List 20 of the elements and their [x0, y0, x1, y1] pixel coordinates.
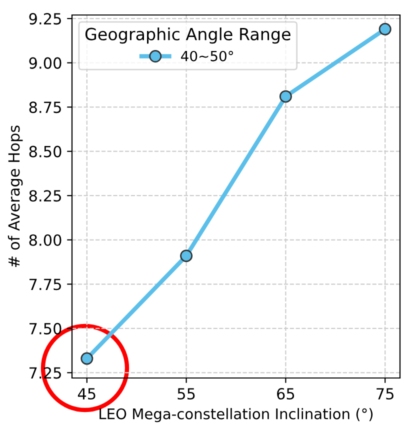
- y-axis-title: # of Average Hops: [8, 126, 23, 267]
- point: [378, 22, 392, 36]
- y-tick-label: 8.75: [29, 102, 61, 114]
- y-tick-label: 9.25: [29, 13, 61, 25]
- x-axis-title: LEO Mega-constellation Inclination (°): [100, 408, 373, 422]
- legend-title: Geographic Angle Range: [85, 28, 290, 44]
- legend-label: 40~50°: [181, 50, 233, 62]
- y-tick-label: 8.50: [29, 146, 62, 158]
- y-tick-label: 7.50: [30, 322, 62, 334]
- x-tick-label: 45: [78, 388, 96, 400]
- y-tick-label: 9.00: [29, 57, 62, 69]
- x-tick-label: 75: [376, 388, 394, 400]
- point: [80, 352, 94, 365]
- y-tick-label: 8.25: [29, 190, 61, 202]
- x-tick-label: 65: [277, 388, 294, 400]
- x-tick-label: 55: [178, 388, 195, 400]
- point: [279, 90, 292, 103]
- y-tick-label: 7.75: [30, 278, 61, 290]
- y-tick-label: 8.00: [29, 234, 62, 246]
- point: [180, 250, 193, 262]
